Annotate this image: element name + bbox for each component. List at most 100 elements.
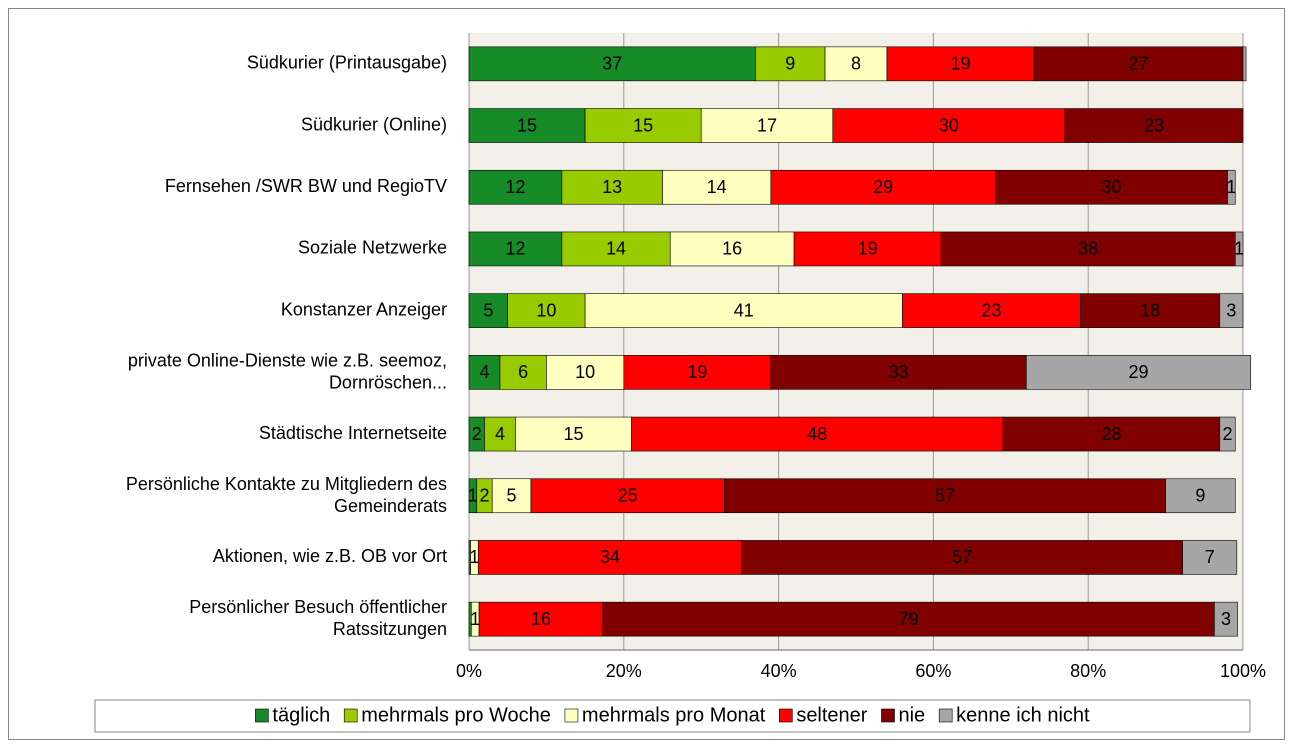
bar-segment [602, 601, 1215, 637]
bar-segment [1165, 478, 1236, 514]
legend-label: mehrmals pro Monat [582, 704, 766, 726]
data-label: 9 [1195, 486, 1205, 506]
y-tick-label: Persönliche Kontakte zu Mitgliedern des G… [126, 474, 447, 516]
bar-segment [1219, 416, 1236, 452]
bar-segment [631, 416, 1004, 452]
bar-segment [1025, 355, 1252, 390]
legend-swatch [779, 708, 793, 723]
data-label: 19 [858, 239, 878, 259]
bar-segment [1002, 416, 1221, 452]
bar-segment [724, 478, 1166, 514]
bar-segment [741, 540, 1183, 575]
data-label: 41 [734, 300, 754, 320]
x-tick-label: 60% [915, 661, 951, 681]
data-label: 6 [518, 362, 528, 382]
data-label: 9 [785, 54, 795, 74]
legend-label: mehrmals pro Woche [361, 704, 551, 726]
y-tick-label: private Online-Dienste wie z.B. seemoz, D… [128, 350, 447, 392]
bar-segment [484, 416, 516, 452]
legend-swatch [881, 708, 895, 723]
data-label: 17 [757, 115, 777, 135]
y-tick-label: Aktionen, wie z.B. OB vor Ort [213, 546, 447, 566]
legend-swatch [255, 708, 269, 723]
data-label: 38 [1078, 239, 1098, 259]
x-tick-label: 80% [1070, 661, 1106, 681]
data-label: 27 [1128, 54, 1148, 74]
bar-segment [561, 231, 671, 267]
y-tick-label: Städtische Internetseite [259, 423, 447, 443]
data-label: 48 [807, 424, 827, 444]
bar-segment [902, 293, 1081, 328]
legend-swatch [343, 708, 358, 723]
data-label: 1 [1226, 177, 1236, 197]
bar-segment [561, 169, 663, 205]
data-label: 14 [606, 239, 626, 259]
data-label: 1 [470, 609, 480, 629]
data-label: 1 [1234, 239, 1244, 259]
bar-segment [1242, 46, 1247, 82]
bar-segment [530, 478, 725, 514]
legend-box [94, 699, 1251, 733]
bar-segment [1182, 540, 1238, 575]
legend-swatch [938, 708, 953, 723]
bar-segment [886, 46, 1035, 82]
bar-segment [1227, 169, 1236, 205]
data-label: 13 [602, 177, 622, 197]
data-label: 16 [531, 609, 551, 629]
bar-segment [1064, 108, 1244, 143]
bar-segment [1234, 231, 1244, 267]
bar-segment [832, 108, 1066, 143]
y-tick-label: Konstanzer Anzeiger [281, 299, 447, 319]
bar-segment [468, 293, 509, 328]
bar-segment [770, 355, 1027, 390]
x-tick-label: 100% [1220, 661, 1266, 681]
data-label: 15 [633, 115, 653, 135]
data-label: 3 [1221, 609, 1231, 629]
bar-segment [662, 169, 772, 205]
bar-segment [824, 46, 888, 82]
bar-segment [1033, 46, 1244, 82]
data-label: 29 [873, 177, 893, 197]
data-label: 19 [950, 54, 970, 74]
data-label: 30 [1101, 177, 1121, 197]
data-label: 34 [600, 547, 620, 567]
data-label: 23 [981, 300, 1001, 320]
data-label: 10 [536, 300, 556, 320]
data-label: 57 [935, 486, 955, 506]
data-label: 2 [1223, 424, 1233, 444]
data-label: 19 [687, 362, 707, 382]
legend-label: nie [898, 704, 925, 726]
data-label: 15 [563, 424, 583, 444]
x-tick-label: 40% [761, 661, 797, 681]
bar-segment [491, 478, 532, 514]
x-tick-label: 0% [456, 661, 482, 681]
y-tick-label: Südkurier (Online) [301, 114, 447, 134]
data-label: 8 [851, 54, 861, 74]
bar-segment [515, 416, 632, 452]
bar-segment [793, 231, 942, 267]
legend-label: täglich [272, 704, 330, 726]
data-label: 29 [1128, 362, 1148, 382]
data-label: 33 [889, 362, 909, 382]
bar-segment [669, 231, 795, 267]
data-label: 1 [469, 547, 479, 567]
bar-segment [1219, 293, 1244, 328]
bar-segment [995, 169, 1228, 205]
data-label: 15 [517, 115, 537, 135]
y-tick-label: Persönlicher Besuch öffentlicher Ratssitz… [189, 597, 447, 639]
bar-segment [468, 46, 756, 82]
bar-segment [940, 231, 1236, 267]
legend-label: kenne ich nicht [956, 704, 1090, 726]
data-label: 79 [899, 609, 919, 629]
data-label: 37 [602, 54, 622, 74]
bar-segment [584, 108, 702, 143]
data-label: 2 [472, 424, 482, 444]
bar-segment [770, 169, 996, 205]
x-tick-label: 20% [606, 661, 642, 681]
bar-segment [499, 355, 547, 390]
legend-swatch [564, 708, 579, 723]
data-label: 25 [618, 486, 638, 506]
data-label: 57 [952, 547, 972, 567]
data-label: 5 [507, 486, 517, 506]
